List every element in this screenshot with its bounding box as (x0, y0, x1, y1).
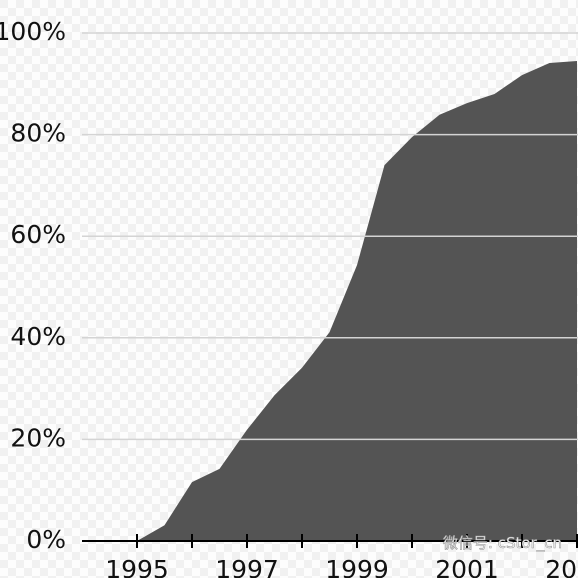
x-tick-label: 1997 (215, 555, 279, 578)
x-tick-label: 2003 (545, 555, 578, 578)
area (137, 60, 577, 541)
y-tick-label: 0% (26, 525, 66, 554)
y-tick-label: 100% (0, 17, 66, 46)
y-tick-label: 60% (10, 220, 66, 249)
y-tick-label: 20% (10, 423, 66, 452)
x-tick-label: 1995 (105, 555, 169, 578)
y-tick-label: 40% (10, 322, 66, 351)
y-tick-label: 80% (10, 119, 66, 148)
x-tick-label: 2001 (435, 555, 499, 578)
x-tick-label: 1999 (325, 555, 389, 578)
watermark: 微信号: cStor_cn (443, 534, 562, 553)
